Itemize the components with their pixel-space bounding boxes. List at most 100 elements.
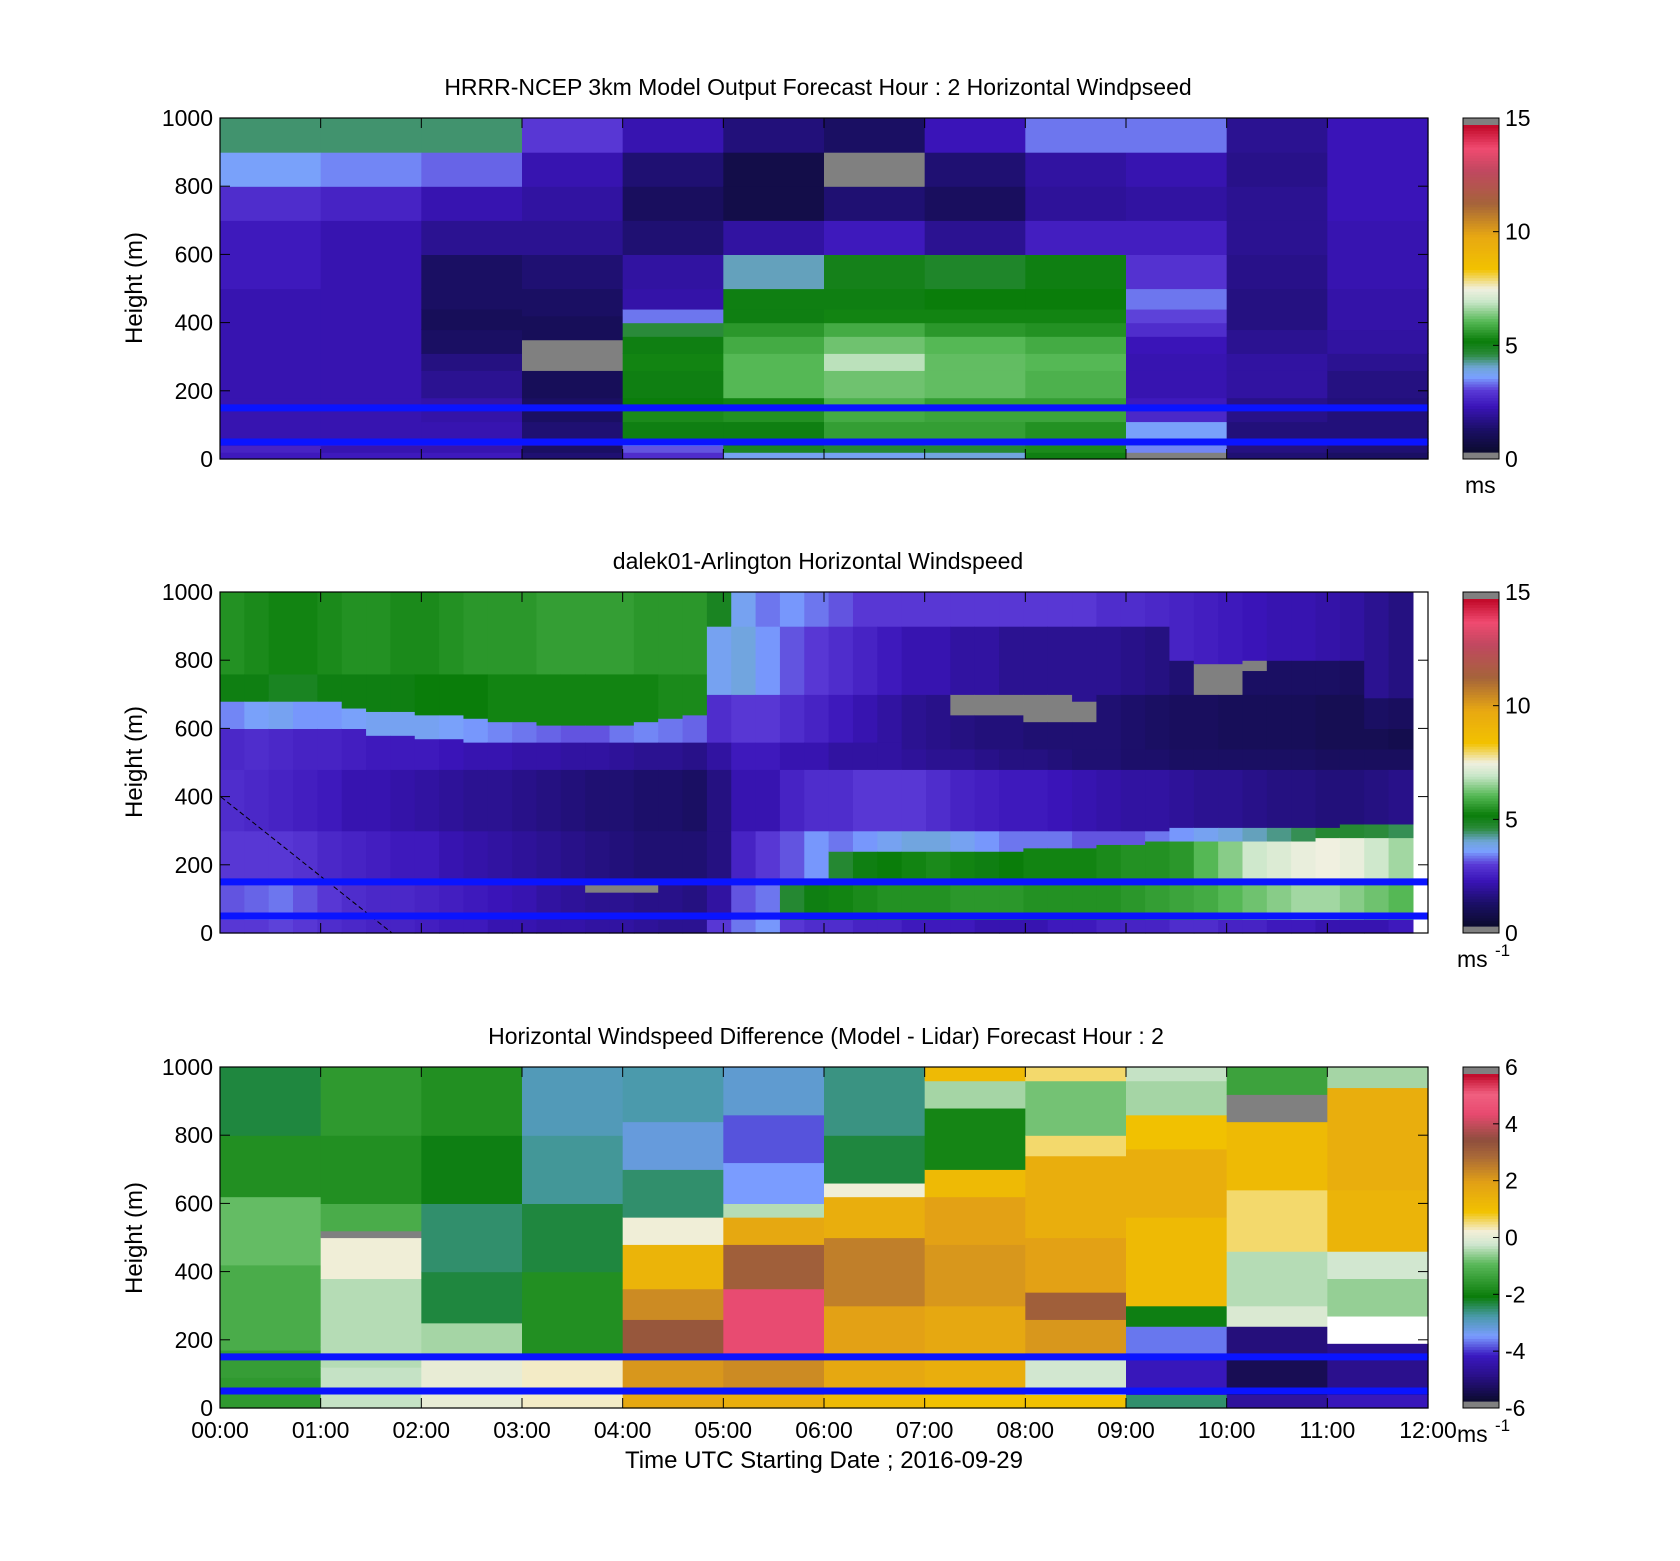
colorbar-band [1463, 751, 1499, 755]
cell-c5-r15 [723, 152, 825, 187]
colorbar-band [1463, 893, 1499, 897]
cell-c28-r0 [901, 919, 927, 934]
cell-c35-r4 [1072, 769, 1098, 832]
cell-c3-r4 [293, 728, 318, 770]
colorbar-tick-label: 15 [1505, 105, 1531, 131]
cell-c8-r5 [414, 714, 440, 740]
cell-c4-r6 [317, 673, 343, 702]
cell-c48-r2 [1388, 837, 1414, 883]
cell-c6-r15 [824, 152, 926, 187]
cell-c40-r5 [1193, 748, 1219, 770]
colorbar-band [1463, 803, 1499, 807]
cell-c8-r9 [1025, 322, 1127, 337]
cell-c11-r5 [1327, 370, 1429, 399]
colorbar-band [1463, 1155, 1499, 1160]
colorbar-band [1463, 345, 1499, 350]
colorbar-band [1463, 612, 1499, 616]
colorbar-band [1463, 1218, 1499, 1222]
cell-c9-r5 [1126, 397, 1228, 409]
cell-c44-r0 [1291, 919, 1317, 934]
colorbar-band [1463, 250, 1499, 254]
cell-c45-r6 [1315, 694, 1341, 750]
colorbar-band [1463, 274, 1499, 279]
cell-c7-r5 [924, 1169, 1026, 1198]
cell-c8-r4 [1025, 407, 1127, 423]
cell-c9-r6 [1126, 1114, 1228, 1150]
colorbar-band [1463, 1286, 1499, 1290]
y-tick-label: 200 [175, 852, 213, 878]
cell-c6-r3 [824, 1237, 926, 1307]
colorbar-band [1463, 209, 1499, 213]
cell-c7-r11 [924, 288, 1026, 310]
colorbar-band [1463, 917, 1499, 922]
cell-c2-r0 [268, 919, 294, 934]
cell-c31-r3 [974, 830, 1000, 852]
cell-c9-r13 [1126, 220, 1228, 255]
cell-c43-r7 [1266, 660, 1292, 695]
cell-c7-r9 [924, 322, 1026, 337]
cell-c19-r6 [682, 673, 708, 716]
cell-c28-r4 [901, 769, 927, 832]
panel-2-y-ticks: 0 200 400 600 800 1000 [162, 579, 1428, 946]
cell-c29-r7 [926, 626, 951, 695]
colorbar-band [1463, 367, 1499, 371]
colorbar-band [1463, 400, 1499, 404]
cell-c6-r4 [366, 735, 392, 770]
colorbar-band [1463, 678, 1499, 682]
cell-c9-r0 [1126, 1394, 1228, 1409]
cell-c9-r4 [1126, 1217, 1228, 1307]
colorbar-band [1463, 332, 1499, 336]
cell-c8-r13 [1025, 220, 1127, 255]
cell-c7-r5 [390, 711, 416, 736]
cell-c48-r0 [1388, 919, 1414, 934]
cell-c8-r7 [414, 592, 440, 675]
cell-c13-r2 [536, 830, 562, 883]
cell-c6-r7 [366, 592, 392, 675]
cell-c11-r13 [1327, 118, 1429, 153]
colorbar-band [1463, 160, 1499, 164]
y-tick-label: 0 [200, 920, 213, 946]
cell-c10-r5 [463, 718, 489, 743]
cell-c29-r2 [926, 851, 951, 883]
colorbar-band [1463, 1270, 1499, 1274]
colorbar-band [1463, 1084, 1499, 1089]
cell-c14-r3 [560, 769, 586, 832]
cell-c7-r14 [924, 186, 1026, 221]
cell-c3-r7 [522, 315, 624, 341]
cell-c0-r6 [220, 673, 245, 702]
cell-c35-r0 [1072, 919, 1098, 934]
cell-c7-r4 [390, 735, 416, 770]
cell-c14-r4 [560, 742, 586, 770]
cell-c2-r8 [421, 308, 523, 331]
cell-c2-r7 [421, 329, 523, 354]
colorbar-band [1463, 1357, 1499, 1361]
colorbar-band [1463, 1144, 1499, 1149]
cell-c44-r4 [1291, 769, 1317, 828]
colorbar-band [1463, 814, 1499, 818]
colorbar-band [1463, 337, 1499, 341]
cell-c15-r0 [585, 919, 611, 934]
colorbar-band [1463, 1109, 1499, 1113]
colorbar-band [1463, 675, 1499, 679]
colorbar-band [1463, 901, 1499, 905]
cell-c34-r2 [1047, 847, 1073, 883]
colorbar-band [1463, 737, 1499, 742]
cell-c43-r6 [1266, 694, 1292, 750]
cell-c14-r5 [560, 724, 586, 743]
cell-c36-r2 [1096, 844, 1122, 883]
cell-c25-r8 [828, 592, 854, 627]
cell-c40-r7 [1193, 663, 1219, 695]
cell-c39-r5 [1169, 748, 1195, 770]
cell-c11-r8 [1327, 1067, 1429, 1089]
cell-c8-r2 [1025, 1319, 1127, 1358]
cell-c3-r2 [522, 1203, 624, 1273]
y-tick-label: 600 [175, 241, 213, 267]
colorbar-band [1463, 1387, 1499, 1391]
colorbar-tick-label: 0 [1505, 1225, 1518, 1251]
cell-c31-r9 [974, 592, 1000, 627]
cell-c9-r7 [1126, 353, 1228, 371]
colorbar-band [1463, 920, 1499, 924]
colorbar-band [1463, 1101, 1499, 1105]
cell-c33-r4 [1023, 769, 1049, 832]
colorbar-band [1463, 770, 1499, 774]
